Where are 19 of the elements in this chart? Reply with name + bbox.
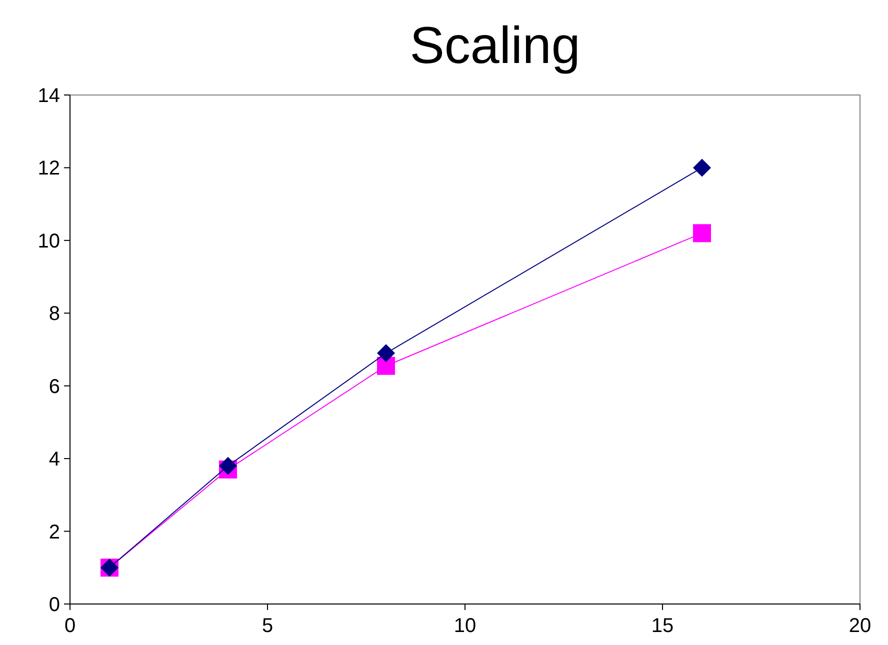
x-tick-label: 5 — [262, 615, 274, 637]
point — [377, 356, 395, 375]
chart-title: Scaling — [410, 17, 580, 75]
x-tick-label: 0 — [64, 615, 76, 637]
y-tick-label: 6 — [48, 376, 60, 398]
y-tick-label: 4 — [48, 448, 60, 471]
x-tick-label: 15 — [651, 615, 674, 637]
point — [219, 456, 237, 475]
y-tick-label: 0 — [48, 594, 60, 616]
y-tick-label: 8 — [48, 303, 60, 326]
y-tick-label: 12 — [38, 158, 60, 180]
point — [377, 344, 395, 362]
point — [693, 158, 711, 177]
x-tick-label: 20 — [848, 615, 872, 637]
y-tick-label: 2 — [48, 521, 60, 544]
point — [693, 224, 711, 242]
y-tick-label: 14 — [38, 85, 60, 107]
x-tick-label: 10 — [454, 615, 476, 637]
y-tick-label: 10 — [38, 230, 60, 252]
